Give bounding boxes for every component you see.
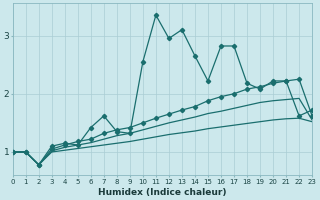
X-axis label: Humidex (Indice chaleur): Humidex (Indice chaleur) <box>98 188 227 197</box>
